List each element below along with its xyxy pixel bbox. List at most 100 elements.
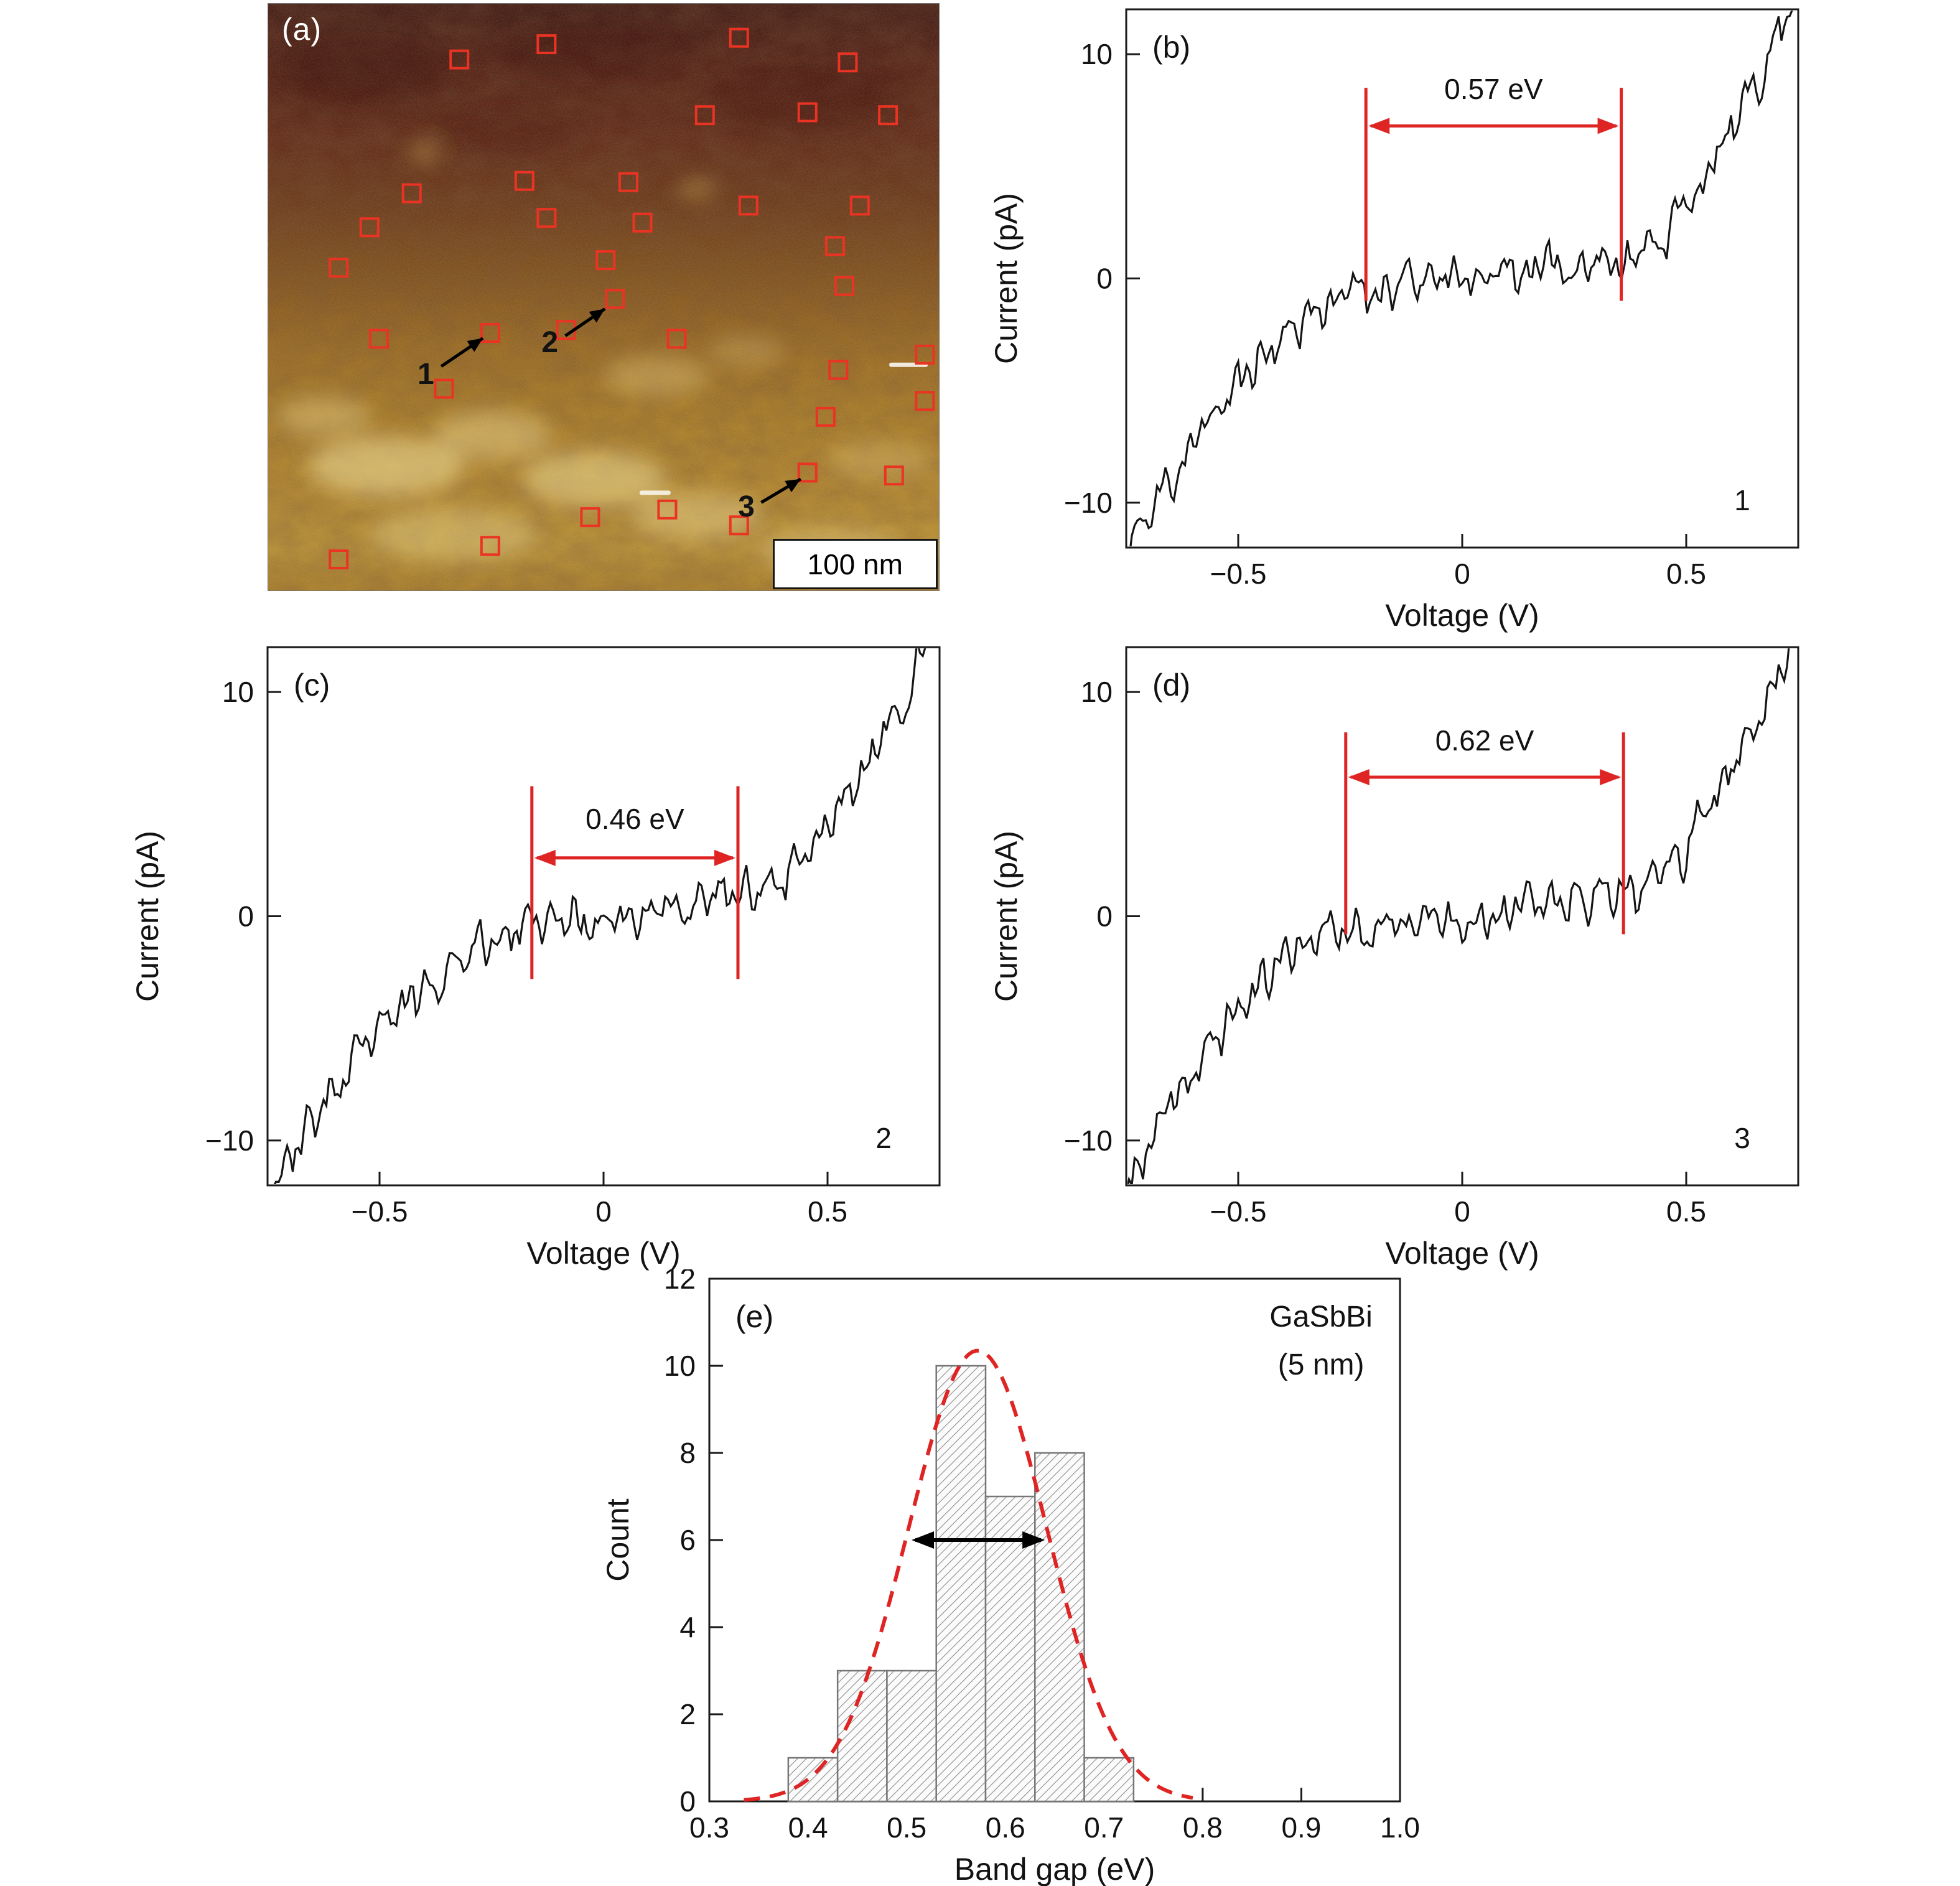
gap-value-label: 0.62 eV xyxy=(1435,724,1534,757)
measurement-marker-square xyxy=(434,378,454,399)
measurement-marker-square xyxy=(536,34,557,55)
iv-chart-site-3: −0.5 0 0.5 −10 0 10 Voltage (V) Current (pA) (d)… xyxy=(989,646,1799,1271)
scale-bar-label: 100 nm xyxy=(807,548,903,581)
x-tick-label: 0.5 xyxy=(1666,558,1706,590)
gap-arrowhead-right xyxy=(1597,118,1619,134)
measurement-marker-square xyxy=(595,250,616,271)
y-tick-label: 6 xyxy=(679,1524,696,1556)
x-tick-label: 0.6 xyxy=(986,1811,1025,1844)
measurement-marker-square xyxy=(329,549,349,570)
iv-chart-site-1: −0.5 0 0.5 −10 0 10 Voltage (V) Current (pA) (b)… xyxy=(989,8,1799,633)
y-axis-title: Current (pA) xyxy=(130,831,165,1002)
site-number-label: 2 xyxy=(541,326,558,359)
measurement-marker-square xyxy=(632,212,653,233)
y-tick-label: 0 xyxy=(679,1785,696,1818)
measurement-marker-square xyxy=(828,360,849,380)
x-tick-label: 0.7 xyxy=(1084,1811,1124,1844)
histogram-bar xyxy=(1083,1757,1135,1803)
y-tick-label: 0 xyxy=(1096,263,1113,295)
panel-label: (b) xyxy=(1152,30,1190,65)
y-axis-title: Current (pA) xyxy=(989,831,1024,1002)
y-tick-label: 2 xyxy=(679,1698,696,1730)
measurement-marker-square xyxy=(449,49,470,70)
y-tick-label: 12 xyxy=(664,1269,696,1295)
panel-label: (d) xyxy=(1152,668,1190,703)
measurement-marker-square xyxy=(815,406,836,427)
y-tick-label: 10 xyxy=(1081,676,1113,708)
y-tick-label: 0 xyxy=(238,900,254,933)
curve-number-label: 1 xyxy=(1734,484,1750,516)
scale-bar: 100 nm xyxy=(772,539,938,590)
x-tick-label: 0 xyxy=(595,1195,612,1228)
measurement-marker-square xyxy=(834,276,855,296)
x-axis-title: Band gap (eV) xyxy=(954,1852,1155,1886)
measurement-marker-square xyxy=(580,507,600,528)
measurement-marker-square xyxy=(618,172,638,192)
iv-curve xyxy=(1127,648,1790,1184)
curve-number-label: 3 xyxy=(1734,1122,1750,1154)
site-number-label: 1 xyxy=(418,358,434,391)
gap-arrowhead-left xyxy=(1348,769,1370,786)
histogram-bar xyxy=(787,1757,839,1803)
sample-annotation: GaSbBi xyxy=(1269,1300,1372,1333)
x-tick-label: 0 xyxy=(1454,558,1470,590)
measurement-marker-square xyxy=(838,52,858,73)
y-tick-label: 10 xyxy=(222,676,254,708)
x-tick-label: 0.9 xyxy=(1281,1811,1321,1844)
panel-label: (e) xyxy=(735,1299,773,1334)
gaussian-fit-curve xyxy=(744,1348,1193,1802)
stm-annotations: 1 2 3 xyxy=(329,27,935,570)
y-tick-label: 10 xyxy=(664,1350,696,1382)
scan-glitch-streak xyxy=(639,490,671,495)
curve-number-label: 2 xyxy=(875,1122,892,1154)
measurement-marker-square xyxy=(738,195,758,216)
x-tick-label: 0.4 xyxy=(788,1811,828,1844)
histogram-bar xyxy=(836,1669,888,1803)
y-tick-label: 0 xyxy=(1096,900,1113,933)
gap-arrowhead-left xyxy=(1368,118,1390,134)
iv-chart-site-2: −0.5 0 0.5 −10 0 10 Voltage (V) Current (pA) (c)… xyxy=(130,646,941,1271)
x-tick-label: 0 xyxy=(1454,1195,1470,1228)
panel-label: (c) xyxy=(294,668,330,703)
measurement-marker-square xyxy=(359,217,380,238)
measurement-marker-square xyxy=(480,536,500,556)
y-tick-label: 10 xyxy=(1081,38,1113,70)
x-tick-label: −0.5 xyxy=(1210,1195,1267,1228)
measurement-marker-square xyxy=(729,515,749,536)
measurement-marker-square xyxy=(514,170,534,191)
x-tick-label: 0.5 xyxy=(887,1811,926,1844)
measurement-marker-square xyxy=(666,329,687,349)
stm-topography-texture xyxy=(268,4,939,591)
x-tick-label: 1.0 xyxy=(1380,1811,1420,1844)
fwhm-arrowhead-left xyxy=(912,1531,935,1549)
panel-label-a: (a) xyxy=(282,12,322,47)
measurement-marker-square xyxy=(536,208,557,228)
gap-value-label: 0.46 eV xyxy=(586,803,684,835)
gap-value-label: 0.57 eV xyxy=(1444,73,1543,105)
x-axis-title: Voltage (V) xyxy=(1385,598,1539,633)
x-axis-title: Voltage (V) xyxy=(1385,1236,1539,1271)
measurement-marker-square xyxy=(797,462,818,483)
gap-arrowhead-right xyxy=(1600,769,1622,786)
panel-a-stm-image: 1 2 3 (a) 100 nm xyxy=(268,3,940,591)
measurement-marker-square xyxy=(657,499,678,520)
measurement-marker-square xyxy=(797,102,818,123)
x-tick-label: 0.8 xyxy=(1183,1811,1223,1844)
measurement-marker-square xyxy=(884,465,904,486)
pointer-arrowhead xyxy=(589,309,605,323)
stm-grain-texture xyxy=(268,4,939,591)
histogram-bar xyxy=(886,1669,937,1803)
y-tick-label: −10 xyxy=(1064,1124,1113,1157)
x-tick-label: 0.3 xyxy=(689,1811,729,1844)
measurement-marker-square xyxy=(878,105,898,126)
y-tick-label: −10 xyxy=(205,1124,254,1157)
x-axis-title: Voltage (V) xyxy=(526,1236,680,1271)
iv-curve xyxy=(1129,11,1793,546)
measurement-marker-square xyxy=(915,391,935,411)
site-number-label: 3 xyxy=(738,490,755,523)
y-tick-label: −10 xyxy=(1064,487,1113,519)
measurement-marker-square xyxy=(849,195,870,216)
pointer-arrowhead xyxy=(467,338,483,352)
x-tick-label: −0.5 xyxy=(352,1195,408,1228)
measurement-marker-square xyxy=(480,323,500,343)
